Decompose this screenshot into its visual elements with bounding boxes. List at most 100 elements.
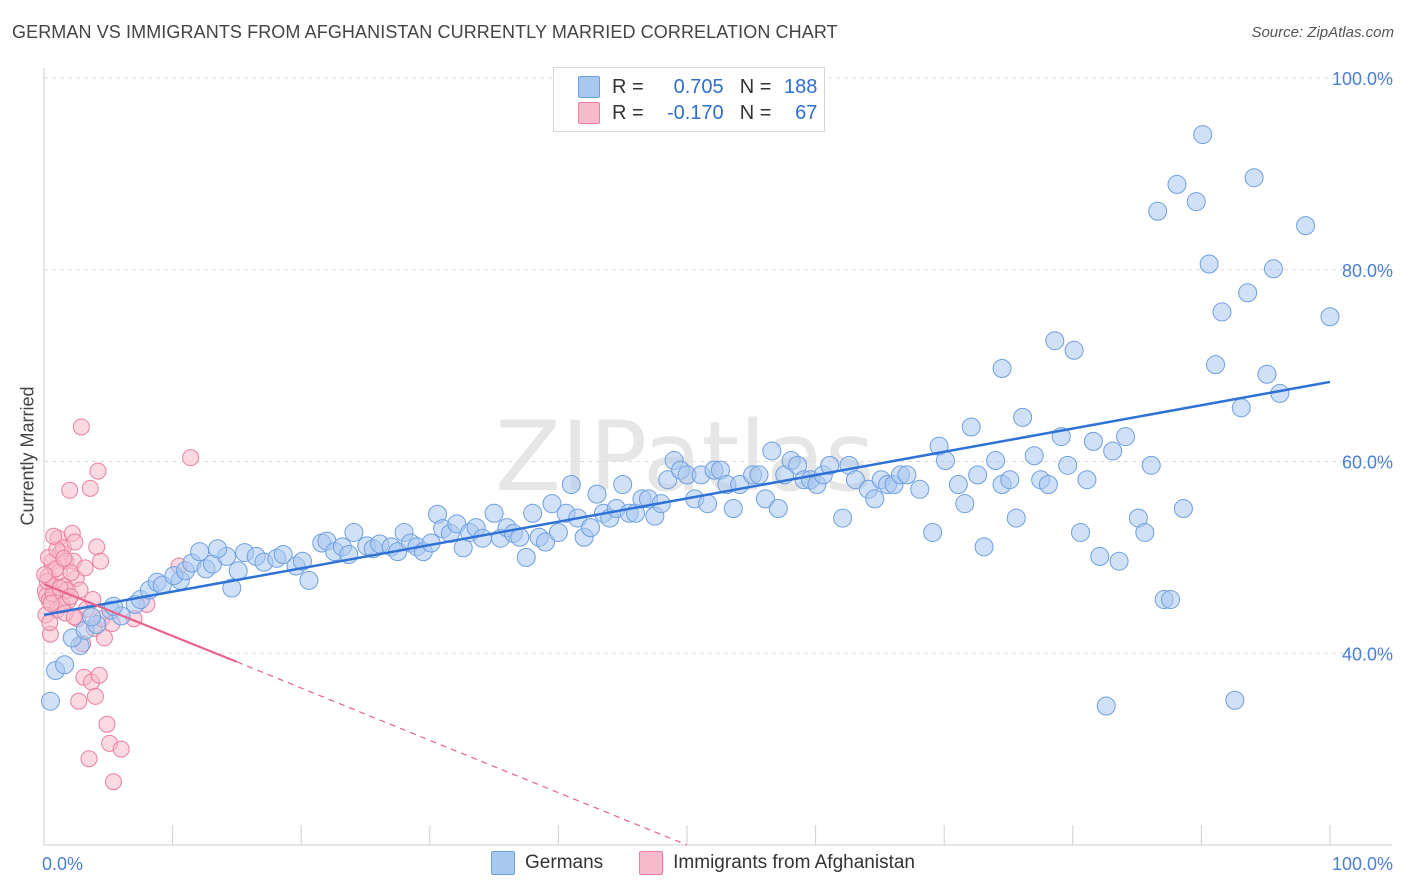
german-point [1024, 446, 1044, 466]
pink-swatch [578, 102, 600, 124]
afghanistan-point [81, 479, 99, 497]
german-point [1193, 125, 1213, 145]
german-point [1167, 174, 1187, 194]
afghanistan-point [66, 533, 84, 551]
german-point [587, 484, 607, 504]
correlation-legend: R = 0.705 N = 188 R = -0.170 N = 67 [553, 67, 825, 132]
german-point [658, 470, 678, 490]
german-point [1058, 455, 1078, 475]
afghanistan-point [182, 449, 200, 467]
german-point [208, 539, 228, 559]
german-point [1006, 508, 1026, 528]
german-point [542, 494, 562, 514]
legend-label: Immigrants from Afghanistan [673, 852, 915, 873]
afghanistan-point [72, 418, 90, 436]
german-point [955, 494, 975, 514]
german-point [1064, 340, 1084, 360]
afghanistan-trend-extension [236, 661, 688, 846]
german-point [1320, 307, 1340, 327]
german-point [968, 465, 988, 485]
german-point [1231, 398, 1251, 418]
german-point [40, 691, 60, 711]
german-point [1103, 441, 1123, 461]
trend-lines [43, 380, 1331, 846]
y-tick-label: 40.0% [1342, 644, 1393, 664]
german-point [1186, 192, 1206, 212]
afghanistan-point [86, 687, 104, 705]
german-point [1161, 590, 1181, 610]
german-point [1212, 302, 1232, 322]
afghanistan-point [36, 566, 54, 584]
legend-row-afghanistan: R = -0.170 N = 67 [578, 101, 817, 125]
german-point [1013, 407, 1033, 427]
german-point [762, 441, 782, 461]
germans-trend-line [43, 380, 1331, 617]
german-point [613, 475, 633, 495]
afghanistan-point [98, 715, 116, 733]
german-point [1225, 690, 1245, 710]
german-point [1116, 427, 1136, 447]
r-value: -0.170 [666, 101, 724, 124]
german-point [1173, 498, 1193, 518]
german-point [1148, 201, 1168, 221]
afghanistan-point [76, 559, 94, 577]
german-point [974, 537, 994, 557]
german-point [845, 470, 865, 490]
german-point [768, 498, 788, 518]
x-tick-label: 100.0% [1332, 854, 1393, 874]
german-point [222, 578, 242, 598]
afghanistan-point [90, 666, 108, 684]
german-point [292, 551, 312, 571]
legend-item-germans[interactable]: Germans [491, 851, 603, 875]
german-point [1096, 696, 1116, 716]
pink-swatch [639, 851, 664, 875]
legend-label: Germans [525, 852, 604, 873]
afghanistan-point [92, 552, 110, 570]
german-point [948, 475, 968, 495]
german-point [273, 544, 293, 564]
german-point [910, 479, 930, 499]
german-point [1206, 355, 1226, 375]
y-tick-label: 60.0% [1342, 453, 1393, 473]
german-point [299, 570, 319, 590]
german-point [55, 655, 75, 675]
n-value: 67 [795, 101, 818, 124]
n-label: N = [739, 101, 772, 124]
afghanistan-point [80, 750, 98, 768]
series-legend: Germans Immigrants from Afghanistan [0, 851, 1406, 875]
german-point [986, 451, 1006, 471]
german-point [561, 475, 581, 495]
german-point [723, 498, 743, 518]
german-point [516, 547, 536, 567]
german-point [190, 542, 210, 562]
german-point [1135, 522, 1155, 542]
blue-swatch [578, 76, 600, 98]
afghanistan-point [55, 549, 73, 567]
r-value: 0.705 [673, 75, 724, 98]
german-point [833, 508, 853, 528]
german-point [1296, 216, 1316, 236]
n-label: N = [739, 75, 772, 98]
german-point [548, 522, 568, 542]
afghanistan-point [62, 564, 80, 582]
n-value: 188 [784, 75, 818, 98]
german-point [1083, 431, 1103, 451]
german-point [1270, 383, 1290, 403]
german-point [1090, 546, 1110, 566]
german-point [1263, 259, 1283, 279]
afghanistan-point [88, 538, 106, 556]
legend-item-afghanistan[interactable]: Immigrants from Afghanistan [639, 851, 915, 875]
german-point [865, 489, 885, 509]
legend-row-germans: R = 0.705 N = 188 [578, 75, 817, 99]
y-tick-label: 80.0% [1342, 261, 1393, 281]
source-label: Source: ZipAtlas.com [1251, 24, 1394, 41]
german-point [228, 561, 248, 581]
german-point [820, 455, 840, 475]
german-point [536, 532, 556, 552]
german-point [1077, 470, 1097, 490]
german-point [897, 465, 917, 485]
german-point [1238, 283, 1258, 303]
afghanistan-point [70, 692, 88, 710]
german-point [698, 494, 718, 514]
